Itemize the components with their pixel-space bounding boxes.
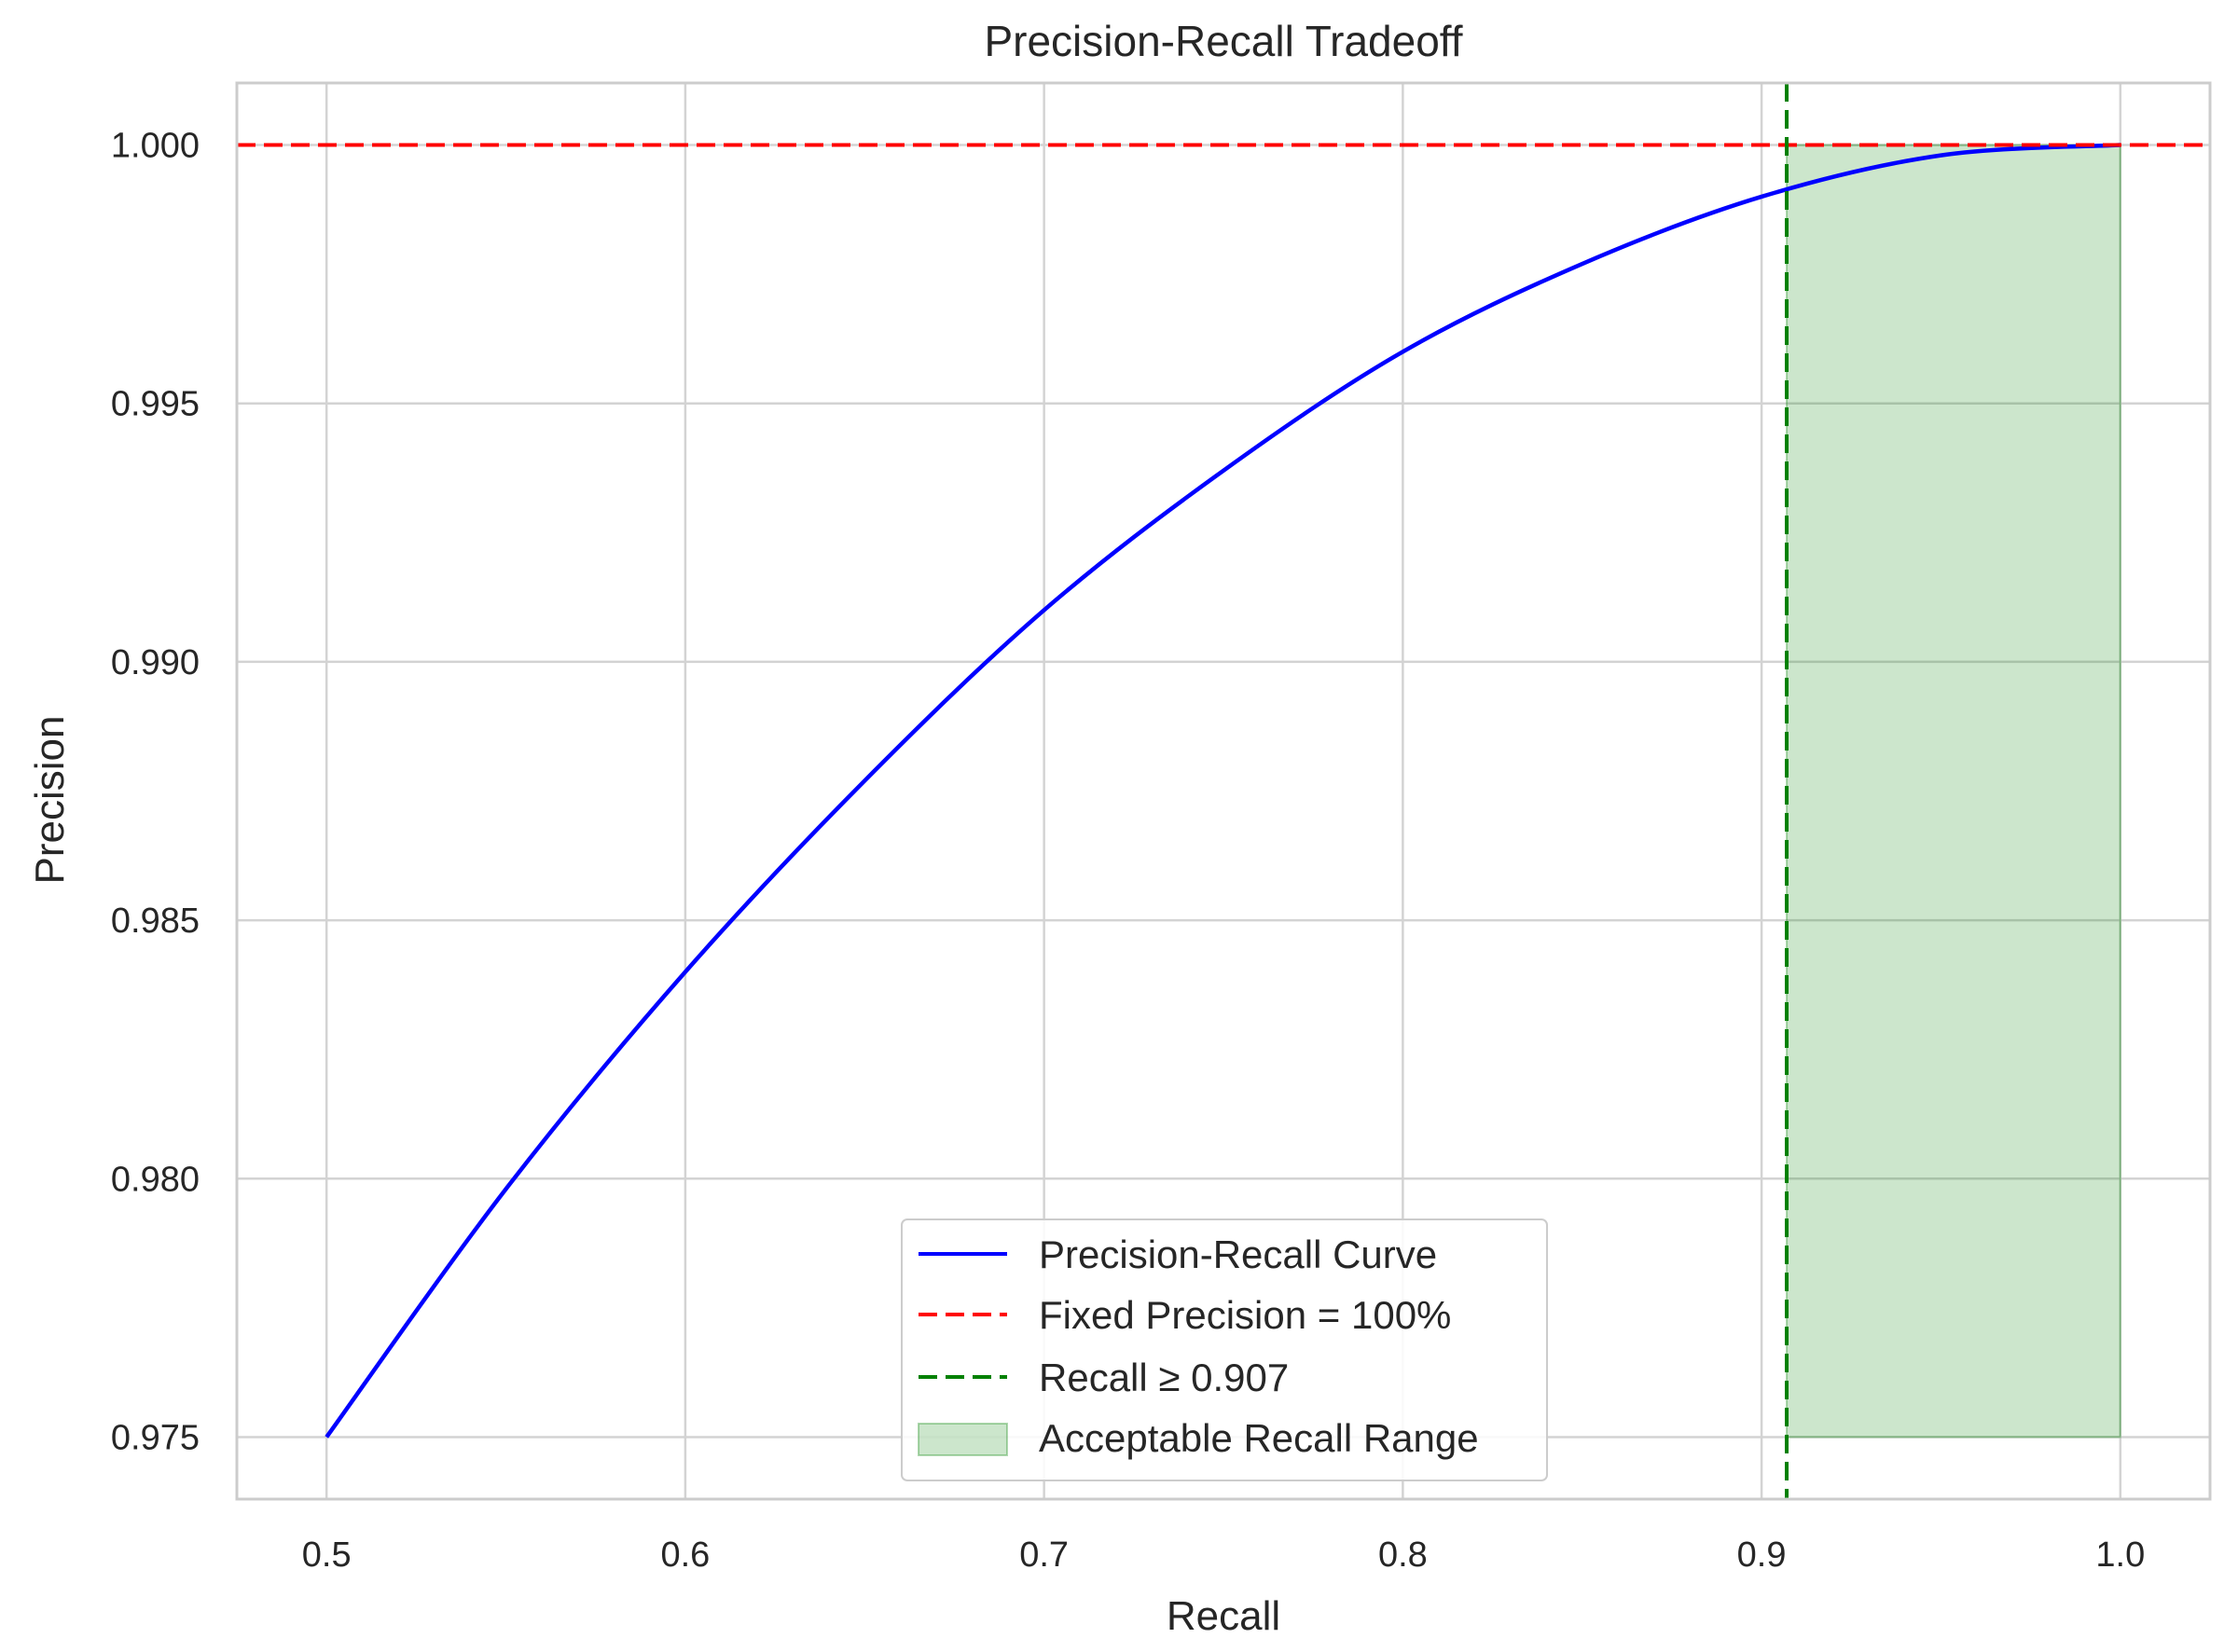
legend-label-fixed-precision: Fixed Precision = 100%: [1039, 1293, 1451, 1337]
precision-recall-curve: [325, 143, 2121, 1439]
y-tick-label: 0.985: [111, 902, 200, 941]
x-axis-title: Recall: [1167, 1593, 1280, 1639]
y-axis-title: Precision: [27, 716, 73, 885]
x-tick-label: 0.8: [1378, 1535, 1428, 1575]
y-tick-label: 0.975: [111, 1418, 200, 1457]
y-tick-label: 0.995: [111, 385, 200, 424]
x-tick-label: 0.5: [302, 1535, 352, 1575]
y-tick-label: 0.980: [111, 1160, 200, 1199]
axes-frame: [235, 81, 2212, 1501]
legend-swatch-acceptable-range: [918, 1423, 1008, 1456]
x-tick-label: 1.0: [2095, 1535, 2145, 1575]
legend: Precision-Recall Curve Fixed Precision =…: [901, 1218, 1548, 1481]
x-tick-label: 0.6: [660, 1535, 710, 1575]
legend-label-acceptable-range: Acceptable Recall Range: [1039, 1416, 1479, 1460]
legend-box: [901, 1218, 1548, 1481]
acceptable-recall-range: [1786, 144, 2121, 1439]
y-tick-label: 0.990: [111, 643, 200, 682]
y-tick-label: 1.000: [111, 127, 200, 166]
x-tick-label: 0.7: [1019, 1535, 1069, 1575]
legend-label-recall-threshold: Recall ≥ 0.907: [1039, 1356, 1289, 1399]
x-tick-label: 0.9: [1737, 1535, 1787, 1575]
chart-title: Precision-Recall Tradeoff: [984, 17, 1462, 65]
legend-label-curve: Precision-Recall Curve: [1039, 1232, 1437, 1276]
